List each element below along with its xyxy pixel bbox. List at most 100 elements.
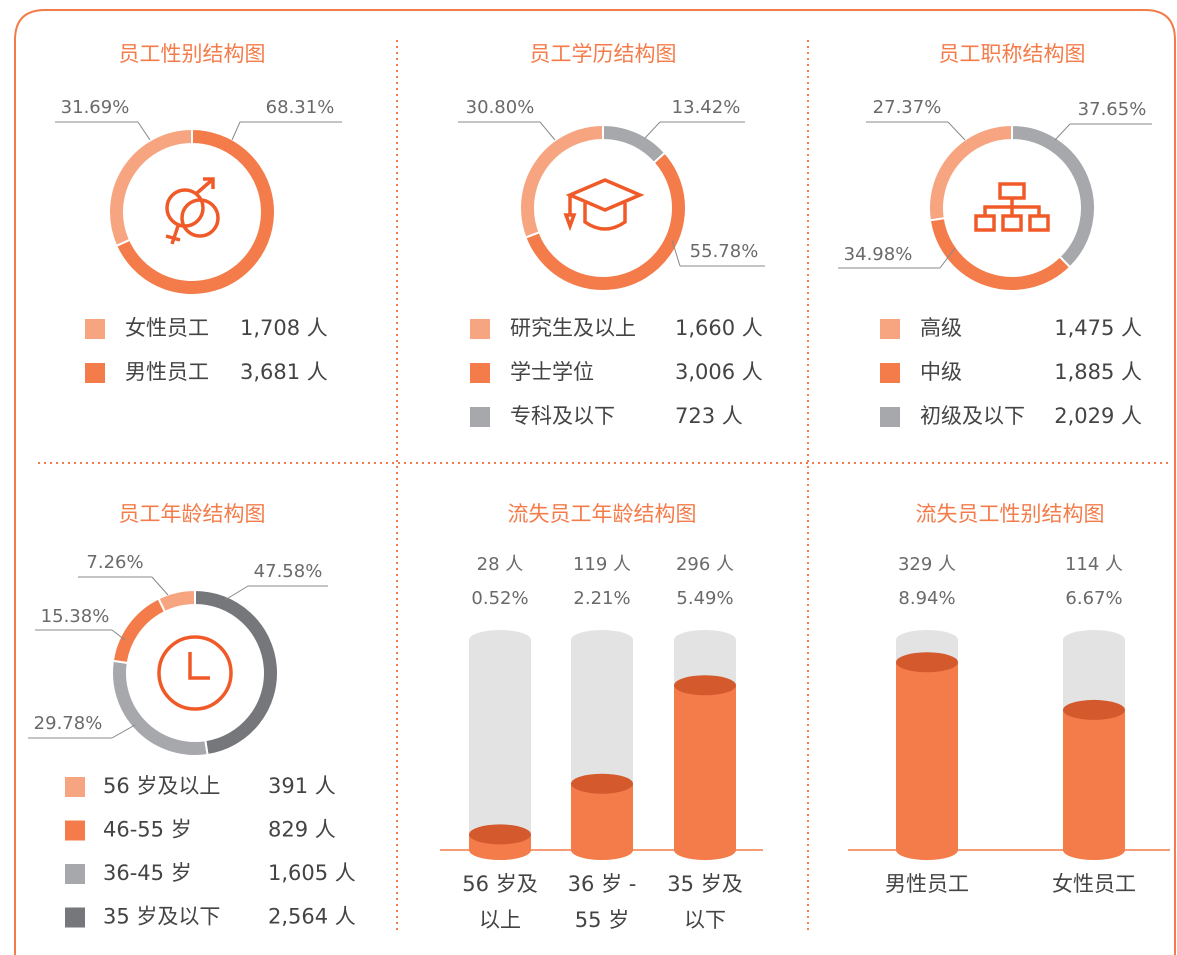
bar-track-cap	[469, 630, 531, 650]
chart-title: 员工学历结构图	[530, 42, 677, 66]
value-label: 37.65%	[1078, 99, 1147, 120]
legend-count: 2,029 人	[1054, 404, 1142, 428]
value-label: 30.80%	[466, 97, 535, 118]
leader-line	[231, 121, 342, 141]
bar-track-cap	[571, 630, 633, 650]
chart-title: 流失员工性别结构图	[916, 502, 1105, 526]
x-tick-label: 男性员工	[885, 872, 969, 896]
value-label: 8.94%	[898, 588, 955, 609]
value-label: 15.38%	[41, 606, 110, 627]
bar-cap	[1063, 699, 1125, 720]
legend-swatch	[880, 363, 900, 383]
value-label: 27.37%	[873, 97, 942, 118]
bar	[674, 685, 736, 850]
bar	[571, 783, 633, 850]
bar-track-cap	[1063, 630, 1125, 650]
legend-count: 1,885 人	[1054, 360, 1142, 384]
value-label: 5.49%	[676, 588, 733, 609]
value-label: 34.98%	[844, 244, 913, 265]
legend-count: 829 人	[268, 818, 336, 842]
legend-count: 1,475 人	[1054, 316, 1142, 340]
donut-segment	[928, 123, 1013, 222]
donut-segment	[194, 588, 279, 757]
icons	[157, 177, 1050, 711]
x-tick-label: 35 岁及以下	[667, 872, 743, 932]
count-label: 329 人	[898, 554, 956, 575]
bar-cap	[571, 773, 633, 794]
leader-line	[838, 247, 956, 269]
legend-label: 56 岁及以上	[103, 774, 220, 798]
legend-count: 2,564 人	[268, 905, 356, 929]
legend-count: 1,605 人	[268, 861, 356, 885]
bar-track-cap	[896, 630, 958, 650]
value-label: 29.78%	[34, 713, 103, 734]
legend-label: 女性员工	[125, 316, 209, 340]
leader-line	[458, 121, 556, 141]
category-box: 56 岁及以上	[462, 872, 538, 932]
value-label: 2.21%	[573, 588, 630, 609]
count-label: 119 人	[573, 554, 631, 575]
legend-swatch	[85, 319, 105, 339]
legend-label: 学士学位	[510, 360, 594, 384]
bar	[1063, 709, 1125, 850]
value-label: 6.67%	[1065, 588, 1122, 609]
count-label: 296 人	[676, 554, 734, 575]
leader-line	[671, 239, 765, 267]
legend-count: 1,660 人	[675, 316, 763, 340]
legend-count: 723 人	[675, 404, 743, 428]
legend-swatch	[470, 363, 490, 383]
x-tick-label: 女性员工	[1052, 872, 1136, 896]
chart-title: 员工职称结构图	[939, 42, 1086, 66]
legend-label: 46-55 岁	[103, 818, 192, 842]
legend-swatch	[880, 319, 900, 339]
value-label: 13.42%	[672, 97, 741, 118]
category-box: 35 岁及以下	[667, 872, 743, 932]
bar-track-cap	[674, 630, 736, 650]
x-tick-label: 56 岁及以上	[462, 872, 538, 932]
leader-line	[866, 121, 966, 141]
legend-swatch	[65, 907, 85, 928]
value-label: 55.78%	[690, 241, 759, 262]
leader-line	[78, 576, 169, 596]
legend-swatch	[65, 820, 85, 841]
count-label: 28 人	[477, 554, 524, 575]
legend-label: 高级	[920, 316, 962, 340]
legend-count: 3,006 人	[675, 360, 763, 384]
value-label: 68.31%	[266, 97, 335, 118]
chart-title: 流失员工年龄结构图	[508, 502, 697, 526]
donut-segment	[157, 588, 196, 614]
bar-cap	[469, 824, 531, 845]
legend-swatch	[85, 363, 105, 383]
bar-cap	[896, 652, 958, 673]
donut-segment	[111, 597, 167, 665]
value-label: 7.26%	[86, 552, 143, 573]
legend-swatch	[65, 777, 85, 797]
leader-line	[55, 121, 151, 141]
donut-segment	[602, 123, 667, 165]
legend-label: 专科及以下	[510, 404, 615, 428]
leader-line	[1054, 123, 1152, 141]
legend-count: 391 人	[268, 774, 336, 798]
donut-segment	[108, 127, 193, 248]
legend-label: 36-45 岁	[103, 861, 192, 885]
leader-line	[644, 121, 745, 139]
count-label: 114 人	[1065, 554, 1123, 575]
chart-title: 员工性别结构图	[119, 42, 266, 66]
value-label: 31.69%	[61, 97, 130, 118]
legend-count: 3,681 人	[240, 360, 328, 384]
donut-segment	[524, 151, 687, 292]
legend-swatch	[65, 864, 85, 884]
legend-label: 初级及以下	[920, 404, 1025, 428]
leader-line	[28, 724, 136, 739]
legend-label: 35 岁及以下	[103, 905, 220, 929]
leader-line	[224, 585, 328, 601]
bar-cap	[674, 675, 736, 696]
category-box: 男性员工	[885, 872, 969, 896]
legend-swatch	[470, 407, 490, 427]
value-label: 47.58%	[254, 561, 323, 582]
dividers	[38, 40, 1170, 930]
legend-label: 男性员工	[125, 360, 209, 384]
legend-count: 1,708 人	[240, 316, 328, 340]
